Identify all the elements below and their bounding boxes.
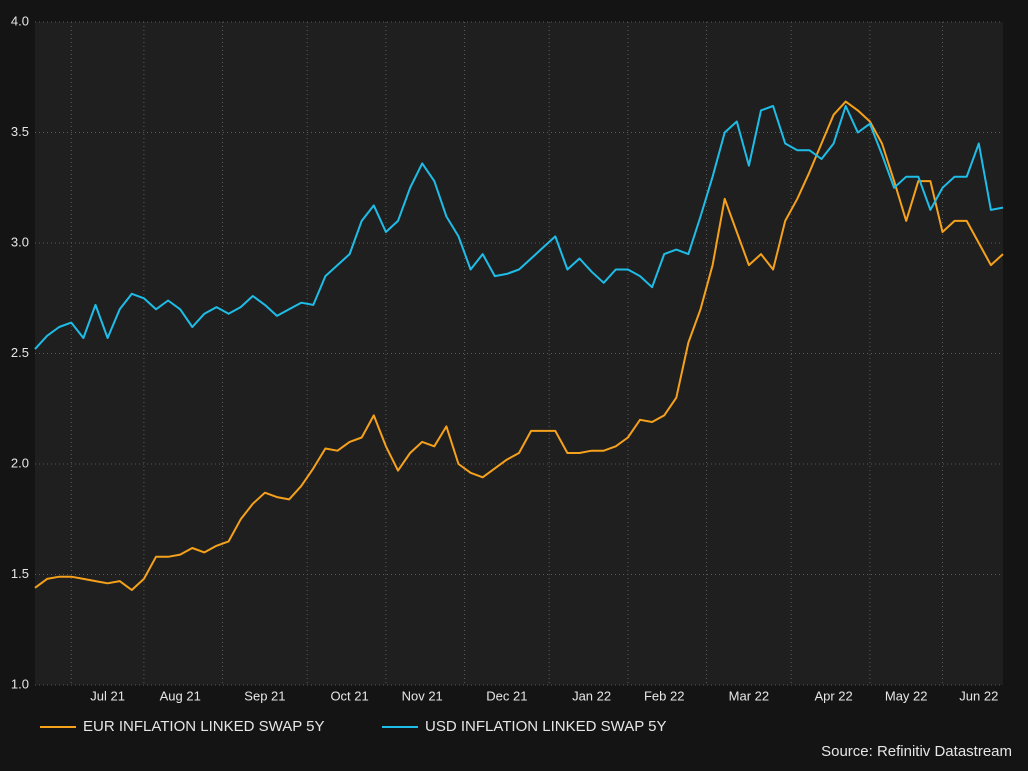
legend-label: USD INFLATION LINKED SWAP 5Y: [425, 718, 666, 735]
x-tick-label: Jul 21: [90, 688, 125, 703]
x-tick-label: Feb 22: [644, 688, 684, 703]
y-tick-label: 2.5: [11, 345, 29, 360]
series-line: [34, 100, 1004, 591]
y-tick-label: 3.5: [11, 124, 29, 139]
y-tick-label: 2.0: [11, 455, 29, 470]
x-tick-label: Nov 21: [402, 688, 443, 703]
y-tick-label: 1.0: [11, 676, 29, 691]
x-tick-label: Mar 22: [729, 688, 769, 703]
x-tick-label: Dec 21: [486, 688, 527, 703]
x-tick-label: Sep 21: [244, 688, 285, 703]
x-tick-label: Apr 22: [814, 688, 852, 703]
x-tick-label: May 22: [885, 688, 928, 703]
y-tick-label: 3.0: [11, 234, 29, 249]
series-line: [34, 105, 1004, 350]
source: Source: Refinitiv Datastream: [821, 743, 1012, 760]
x-tick-label: Oct 21: [330, 688, 368, 703]
y-tick-label: 4.0: [11, 13, 29, 28]
x-tick-label: Jan 22: [572, 688, 611, 703]
x-tick-label: Aug 21: [160, 688, 201, 703]
y-tick-label: 1.5: [11, 566, 29, 581]
legend-label: EUR INFLATION LINKED SWAP 5Y: [83, 718, 324, 735]
x-tick-label: Jun 22: [959, 688, 998, 703]
